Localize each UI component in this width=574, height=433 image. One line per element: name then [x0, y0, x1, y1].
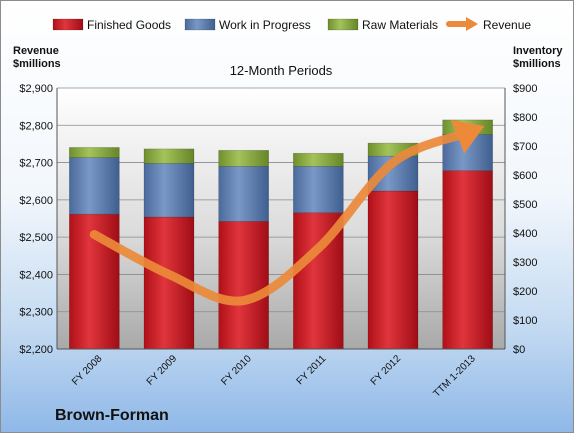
company-name: Brown-Forman — [55, 407, 169, 424]
right-tick-label: $500 — [513, 199, 537, 211]
right-tick-label: $100 — [513, 315, 537, 327]
left-tick-label: $2,800 — [19, 120, 53, 132]
chart-subtitle: 12-Month Periods — [230, 63, 333, 78]
category-label: FY 2012 — [369, 353, 404, 388]
legend-swatch — [52, 18, 84, 31]
left-tick-label: $2,300 — [19, 307, 53, 319]
category-label: FY 2011 — [295, 353, 329, 387]
left-axis-title-line2: $millions — [13, 58, 61, 70]
category-label: TTM 1-2013 — [431, 353, 478, 400]
right-axis-title-line2: $millions — [513, 58, 561, 70]
right-tick-label: $600 — [513, 170, 537, 182]
right-axis-title-line1: Inventory — [513, 45, 563, 57]
left-axis-title: Revenue $millions — [13, 45, 61, 71]
right-axis-title: Inventory $millions — [513, 45, 563, 71]
legend-swatch — [184, 18, 216, 31]
right-tick-label: $700 — [513, 141, 537, 153]
legend-label: Revenue — [483, 18, 531, 32]
right-tick-label: $0 — [513, 344, 525, 356]
right-tick-label: $200 — [513, 286, 537, 298]
legend-label: Work in Progress — [219, 18, 311, 32]
legend-label: Raw Materials — [362, 18, 438, 32]
legend-arrow-icon — [466, 17, 478, 31]
bar-finished-goods — [218, 221, 269, 350]
right-tick-label: $300 — [513, 257, 537, 269]
left-tick-label: $2,400 — [19, 269, 53, 281]
bar-finished-goods — [442, 170, 493, 350]
left-tick-label: $2,600 — [19, 195, 53, 207]
bar-raw-materials — [293, 152, 344, 167]
left-tick-label: $2,900 — [19, 83, 53, 95]
right-tick-label: $900 — [513, 83, 537, 95]
legend-swatch — [327, 18, 359, 31]
left-axis-title-line1: Revenue — [13, 45, 59, 57]
category-label: FY 2008 — [70, 353, 105, 388]
bar-work-in-progress — [143, 163, 195, 218]
left-tick-label: $2,700 — [19, 158, 53, 170]
left-tick-label: $2,200 — [19, 344, 53, 356]
category-label: FY 2010 — [219, 353, 254, 388]
revenue-line — [89, 120, 485, 306]
plot-area — [57, 88, 505, 349]
category-label: FY 2009 — [145, 353, 180, 388]
bar-raw-materials — [69, 147, 120, 158]
bar-raw-materials — [218, 150, 269, 167]
right-tick-label: $800 — [513, 112, 537, 124]
bar-work-in-progress — [69, 157, 120, 215]
legend-label: Finished Goods — [87, 18, 171, 32]
right-tick-label: $400 — [513, 228, 537, 240]
bar-work-in-progress — [293, 166, 344, 214]
bar-raw-materials — [143, 148, 195, 164]
left-tick-label: $2,500 — [19, 232, 53, 244]
bar-work-in-progress — [218, 166, 269, 222]
bar-finished-goods — [367, 190, 419, 350]
